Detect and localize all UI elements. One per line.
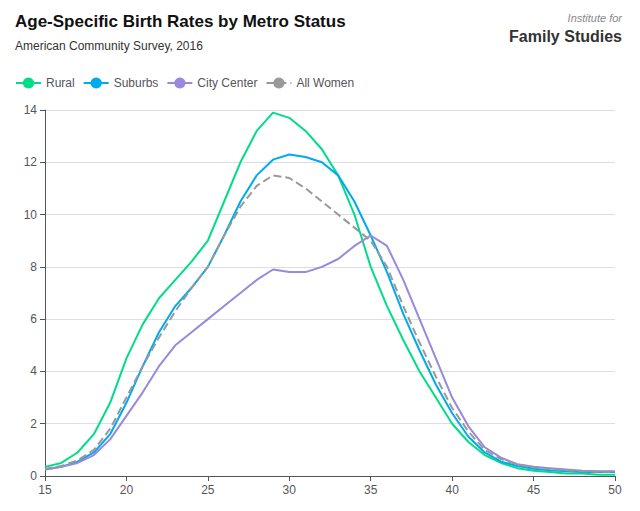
svg-text:All Women: All Women <box>296 76 354 90</box>
svg-text:Rural: Rural <box>46 76 75 90</box>
svg-text:Suburbs: Suburbs <box>114 76 159 90</box>
svg-text:30: 30 <box>283 483 297 497</box>
svg-text:2: 2 <box>30 417 37 431</box>
svg-text:50: 50 <box>608 483 622 497</box>
svg-text:Family Studies: Family Studies <box>509 28 622 45</box>
svg-text:20: 20 <box>120 483 134 497</box>
svg-text:4: 4 <box>30 364 37 378</box>
svg-text:40: 40 <box>445 483 459 497</box>
svg-text:14: 14 <box>24 103 38 117</box>
svg-text:Age-Specific Birth Rates by Me: Age-Specific Birth Rates by Metro Status <box>15 12 346 31</box>
svg-text:15: 15 <box>38 483 52 497</box>
svg-text:45: 45 <box>527 483 541 497</box>
svg-text:City Center: City Center <box>197 76 257 90</box>
svg-text:American Community Survey, 201: American Community Survey, 2016 <box>15 39 203 53</box>
svg-text:10: 10 <box>24 208 38 222</box>
svg-text:0: 0 <box>30 469 37 483</box>
svg-text:25: 25 <box>201 483 215 497</box>
svg-text:6: 6 <box>30 312 37 326</box>
svg-text:35: 35 <box>364 483 378 497</box>
svg-text:8: 8 <box>30 260 37 274</box>
svg-text:Institute for: Institute for <box>568 12 624 24</box>
svg-text:12: 12 <box>24 155 38 169</box>
